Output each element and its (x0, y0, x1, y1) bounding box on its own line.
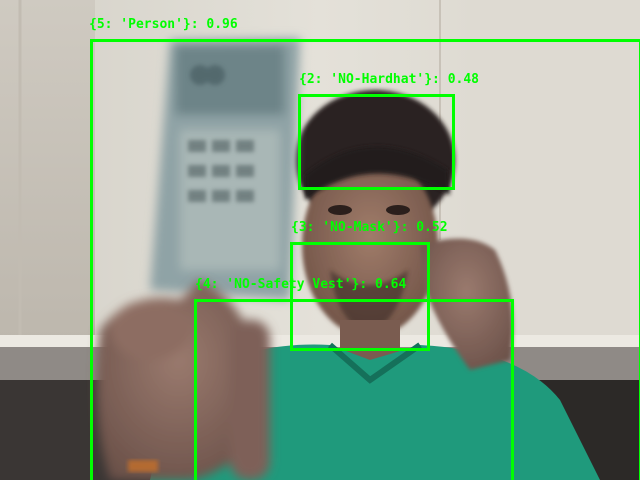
right-hand (420, 238, 513, 370)
no-hardhat-bounding-box (298, 94, 455, 190)
person-detection-label: {5: 'Person'}: 0.96 (89, 17, 238, 32)
wrist-bracelet (128, 460, 158, 472)
no-hardhat-detection-label: {2: 'NO-Hardhat'}: 0.48 (299, 72, 480, 87)
no-mask-detection-label: {3: 'NO-Mask'}: 0.52 (291, 220, 448, 235)
no-safety-vest-bounding-box (194, 299, 514, 480)
no-safety-vest-detection-label: {4: 'NO-Safety Vest'}: 0.64 (195, 277, 407, 292)
left-blind (0, 0, 95, 340)
no-mask-bounding-box (290, 242, 430, 351)
